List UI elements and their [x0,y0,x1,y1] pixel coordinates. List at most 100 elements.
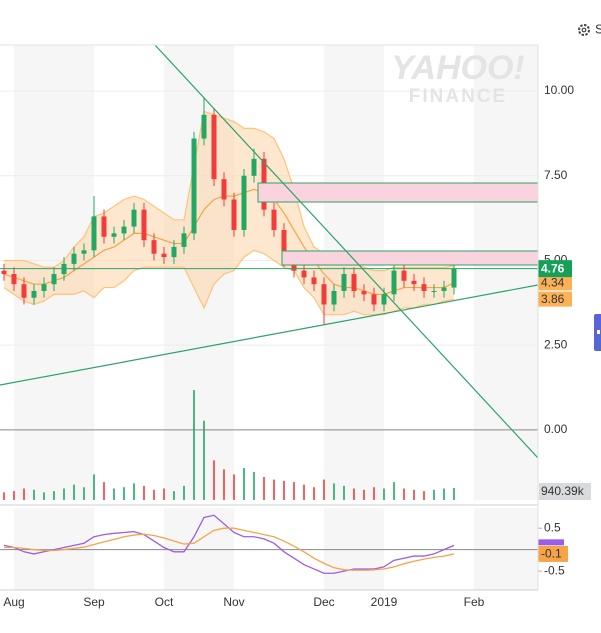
candle-body [251,158,257,176]
x-tick-label: 2019 [371,595,398,609]
month-band [474,45,538,500]
volume-bar [43,492,45,500]
volume-bar [433,489,435,500]
volume-bar [153,489,155,500]
macd-badge [538,539,564,546]
candle-body [321,284,327,305]
volume-bar [393,482,395,500]
gear-icon[interactable] [578,24,590,36]
candle-body [191,138,197,234]
candle-body [301,270,307,278]
x-tick-label: Feb [464,595,485,609]
mid-band-label-bg [538,275,572,291]
volume-bar [403,488,405,500]
candle-body [371,294,377,305]
candle-body [1,270,7,275]
x-tick-label: Oct [155,595,174,609]
volume-bar [343,485,345,500]
candle-body [411,280,417,285]
month-band [164,508,234,590]
y-tick-label: 7.50 [544,168,568,182]
volume-bar [63,488,65,500]
candle-body [181,233,187,247]
drawings [0,45,538,459]
volume-bar [303,484,305,500]
volume-bar [243,468,245,500]
candle-body [221,179,227,200]
volume-bar [3,492,5,500]
volume-bar [293,482,295,500]
candle-body [351,274,357,291]
settings-button[interactable]: S [578,21,601,36]
zone [257,182,538,203]
x-tick-label: Dec [313,595,334,609]
volume-bar [163,488,165,500]
candle-body [41,284,47,291]
volume-bar [353,488,355,500]
month-band [324,508,384,590]
candle-body [451,268,457,288]
macd-line [4,527,455,571]
mid-band-label: 4.34 [541,276,565,290]
volume-bar [73,484,75,500]
candle-body [241,175,247,230]
band-line [4,110,455,272]
volume-bar [413,489,415,500]
volume-bar [143,485,145,500]
candles [0,97,538,325]
volume-bar [423,491,425,500]
volume-bar [373,487,375,500]
candle-body [141,209,147,241]
volume-bar [213,460,215,500]
volume-bar [193,390,195,500]
x-tick-label: Sep [83,595,105,609]
volume-bar [113,488,115,500]
candle-body [381,294,387,305]
band-line [3,188,455,295]
volume-bar [333,483,335,500]
lower-band-label-bg [538,291,572,307]
watermark: YAHOO! FINANCE [391,49,524,107]
volume-bar [233,474,235,500]
candle-body [401,270,407,281]
volume-bar [273,479,275,500]
volume-bar [283,480,285,500]
candle-body [151,240,157,254]
macd-panel [0,514,542,574]
candle-body [361,290,367,295]
watermark-logo: YAHOO! [391,49,524,87]
candle-body [431,290,437,292]
zone [281,250,538,266]
gear-hole [581,27,587,33]
volume-bar [453,487,455,500]
candle-body [11,274,17,285]
candle-body [81,250,87,254]
volume [3,390,455,500]
last-price-label-bg [538,260,572,278]
candle-body [331,290,337,305]
candle-body [131,209,137,227]
volume-bar [313,487,315,500]
signal-badge: -0.1 [541,547,562,561]
volume-bar [123,487,125,500]
volume-bar [383,488,385,500]
candle-body [101,216,107,237]
x-tick-label: Aug [3,595,24,609]
y-tick-label: 0.00 [544,422,568,436]
volume-bar [103,482,105,500]
x-tick-label: Nov [223,595,244,609]
candle-body [291,260,297,271]
volume-bar [83,487,85,500]
candle-body [201,114,207,139]
volume-bar [173,491,175,500]
candle-body [271,209,277,230]
candle-body [281,229,287,261]
signal-badge-bg [538,545,568,562]
y-tick-label: 10.00 [544,83,574,97]
candle-body [71,253,77,264]
volume-bar [13,491,15,500]
last-price-label: 4.76 [541,261,565,275]
volume-bar [203,420,205,500]
watermark-text: FINANCE [409,86,507,107]
settings-label[interactable]: S [595,21,601,36]
